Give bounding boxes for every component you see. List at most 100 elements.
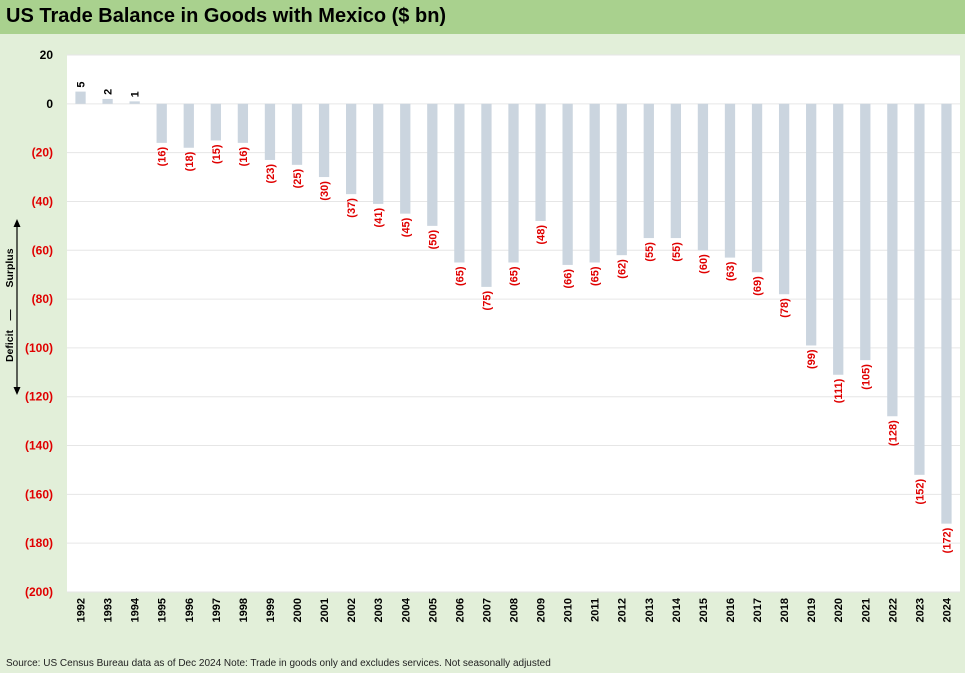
data-labels: 5 2 1 (16) (18) (15) (16) (23) (25) (30) (37) (41) (… [76, 81, 954, 553]
data-label: (37) [346, 198, 358, 218]
bar-2017 [751, 103, 763, 273]
x-tick-label: 2019 [806, 598, 818, 622]
y-tick-label: (140) [25, 439, 53, 453]
x-tick-label: 2007 [481, 598, 493, 622]
data-label: (65) [590, 266, 602, 286]
x-tick-label: 1994 [130, 597, 142, 622]
x-tick-label: 2016 [725, 598, 737, 622]
bar-2003 [373, 103, 384, 204]
data-label: (16) [157, 147, 169, 167]
y-tick-label: (40) [32, 194, 53, 208]
data-label: (50) [427, 230, 439, 250]
bar-2019 [806, 103, 817, 346]
source-note: Source: US Census Bureau data as of Dec … [6, 658, 551, 669]
bar-2008 [508, 103, 519, 263]
x-tick-label: 2017 [752, 598, 764, 622]
data-label: (23) [265, 164, 277, 184]
data-label: (69) [752, 276, 764, 296]
data-label: (65) [509, 266, 521, 286]
data-label: 5 [76, 81, 88, 87]
x-tick-label: 2008 [509, 598, 521, 622]
x-tick-label: 1997 [211, 598, 223, 622]
x-tick-label: 2013 [644, 598, 656, 622]
x-tick-label: 1999 [265, 598, 277, 622]
data-label: (78) [779, 298, 791, 318]
bar-2011 [589, 103, 600, 263]
bar-2005 [427, 103, 438, 226]
y-axis-tick-labels: 20 0 (20) (40) (60) (80) (100) (120) (140) (160) (… [25, 48, 53, 599]
chart-title: US Trade Balance in Goods with Mexico ($… [6, 5, 447, 27]
bar-2024 [941, 103, 952, 524]
bar-2013 [643, 103, 654, 239]
y-tick-label: (120) [25, 390, 53, 404]
data-label: 1 [130, 91, 142, 97]
title-bar: US Trade Balance in Goods with Mexico ($… [0, 0, 965, 34]
deficit-label: Deficit [4, 329, 16, 363]
bar-2002 [345, 103, 357, 195]
bar-2001 [318, 103, 330, 178]
x-tick-label: 2010 [563, 598, 575, 622]
x-tick-label: 1992 [76, 598, 88, 622]
bar-2015 [697, 103, 709, 251]
x-tick-label: 2015 [698, 598, 710, 622]
data-label: (41) [373, 208, 385, 228]
x-tick-label: 1995 [157, 598, 169, 622]
x-tick-label: 1998 [238, 598, 250, 622]
data-label: (18) [184, 151, 196, 171]
data-label: (66) [563, 269, 575, 289]
data-label: (62) [617, 259, 629, 279]
bar-2004 [400, 103, 411, 214]
data-label: (128) [887, 420, 899, 446]
x-tick-label: 2024 [941, 597, 953, 622]
x-tick-label: 2020 [833, 598, 845, 622]
y-tick-label: (100) [25, 341, 53, 355]
surplus-deficit-arrow [13, 219, 21, 395]
bar-1999 [264, 103, 276, 160]
bar-2009 [535, 103, 546, 221]
x-tick-label: 2009 [536, 598, 548, 622]
data-label: 2 [103, 89, 115, 95]
bar-2000 [291, 103, 303, 165]
surplus-deficit-divider: | [9, 307, 13, 321]
bar-2014 [670, 103, 682, 239]
surplus-label: Surplus [4, 248, 16, 288]
y-tick-label: 20 [40, 48, 54, 62]
x-tick-label: 2005 [427, 598, 439, 622]
bars [75, 91, 952, 524]
bar-1998 [237, 103, 249, 143]
bar-2016 [724, 103, 736, 258]
x-tick-label: 2012 [617, 598, 629, 622]
bar-2018 [778, 103, 790, 295]
bar-1995 [156, 103, 167, 143]
y-tick-label: (160) [25, 487, 53, 501]
data-label: (48) [536, 225, 548, 245]
bar-1993 [102, 98, 113, 104]
bar-1992 [75, 91, 86, 104]
x-tick-label: 2002 [346, 598, 358, 622]
data-label: (105) [860, 364, 872, 390]
bar-2023 [914, 103, 925, 475]
bar-1997 [210, 103, 221, 141]
x-tick-label: 2006 [454, 598, 466, 622]
data-label: (99) [806, 349, 818, 369]
x-tick-label: 2004 [400, 597, 412, 622]
data-label: (16) [238, 147, 250, 167]
data-label: (30) [319, 181, 331, 201]
x-tick-label: 2001 [319, 598, 331, 622]
data-label: (152) [914, 479, 926, 505]
bar-2021 [860, 103, 871, 361]
bar-2007 [481, 103, 492, 287]
x-tick-label: 2003 [373, 598, 385, 622]
bar-1994 [129, 101, 140, 104]
x-tick-label: 1996 [184, 598, 196, 622]
x-tick-label: 2018 [779, 598, 791, 622]
data-label: (111) [833, 378, 845, 403]
x-tick-label: 2014 [671, 597, 683, 622]
data-label: (25) [292, 169, 304, 189]
data-label: (63) [725, 261, 737, 281]
x-tick-label: 2023 [914, 598, 926, 622]
x-tick-label: 2000 [292, 598, 304, 622]
data-label: (65) [454, 266, 466, 286]
y-tick-label: (180) [25, 536, 53, 550]
